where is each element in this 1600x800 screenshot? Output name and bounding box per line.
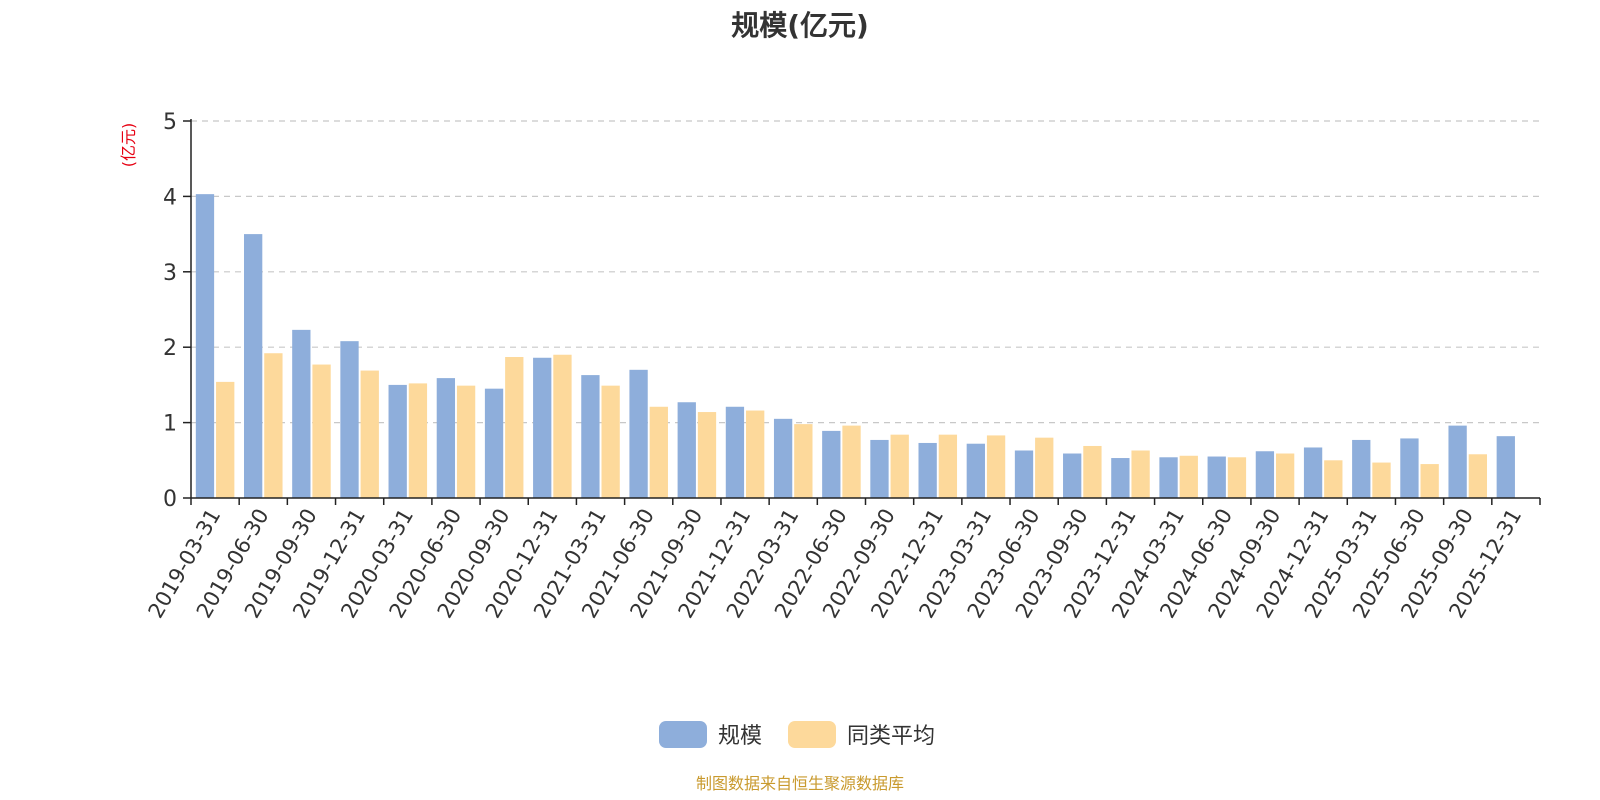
bar-scale-2021-03-31[interactable] xyxy=(581,375,600,498)
bar-scale-2023-12-31[interactable] xyxy=(1111,458,1130,498)
bar-peer-avg-2022-09-30[interactable] xyxy=(890,434,909,498)
bar-scale-2022-12-31[interactable] xyxy=(918,442,937,498)
bar-scale-2025-12-31[interactable] xyxy=(1496,436,1515,498)
y-axis-unit-label: (亿元) xyxy=(119,123,138,168)
bar-peer-avg-2023-12-31[interactable] xyxy=(1131,450,1150,498)
bar-peer-avg-2020-03-31[interactable] xyxy=(408,383,428,498)
legend: 规模 同类平均 xyxy=(659,721,935,749)
legend-swatch-scale[interactable] xyxy=(659,721,707,748)
bar-peer-avg-2023-09-30[interactable] xyxy=(1083,445,1102,498)
bar-peer-avg-2021-09-30[interactable] xyxy=(697,412,717,498)
y-tick-label-1: 1 xyxy=(163,412,177,437)
bar-scale-2020-09-30[interactable] xyxy=(484,388,504,498)
bar-peer-avg-2019-09-30[interactable] xyxy=(312,364,331,498)
bar-scale-2023-09-30[interactable] xyxy=(1063,453,1082,498)
axes xyxy=(183,119,1541,505)
bar-peer-avg-2022-06-30[interactable] xyxy=(842,425,861,498)
bar-peer-avg-2020-06-30[interactable] xyxy=(456,385,476,498)
bar-peer-avg-2022-12-31[interactable] xyxy=(938,434,958,498)
bar-scale-2022-03-31[interactable] xyxy=(773,418,793,498)
bar-peer-avg-2020-09-30[interactable] xyxy=(505,357,524,498)
bar-scale-2024-09-30[interactable] xyxy=(1255,451,1275,498)
bar-scale-2024-06-30[interactable] xyxy=(1207,456,1226,498)
bars xyxy=(195,194,1515,498)
bar-peer-avg-2019-06-30[interactable] xyxy=(264,353,283,498)
bar-peer-avg-2019-12-31[interactable] xyxy=(360,370,379,498)
legend-label-peer-avg: 同类平均 xyxy=(847,724,935,749)
y-tick-label-2: 2 xyxy=(163,336,177,361)
bar-scale-2023-03-31[interactable] xyxy=(966,443,985,498)
bar-peer-avg-2024-03-31[interactable] xyxy=(1179,455,1198,498)
y-tick-label-3: 3 xyxy=(163,261,177,286)
bar-scale-2020-12-31[interactable] xyxy=(533,357,552,498)
bar-peer-avg-2025-03-31[interactable] xyxy=(1372,462,1391,498)
bar-scale-2021-06-30[interactable] xyxy=(629,369,648,498)
bar-scale-2025-06-30[interactable] xyxy=(1400,438,1419,498)
bar-scale-2024-03-31[interactable] xyxy=(1159,457,1178,498)
bar-scale-2022-06-30[interactable] xyxy=(822,430,841,498)
bar-scale-2025-09-30[interactable] xyxy=(1448,425,1467,498)
bar-peer-avg-2021-12-31[interactable] xyxy=(746,410,765,498)
bar-peer-avg-2024-06-30[interactable] xyxy=(1227,457,1247,498)
bar-scale-2019-12-31[interactable] xyxy=(340,341,359,498)
bar-peer-avg-2023-06-30[interactable] xyxy=(1035,437,1054,498)
bar-peer-avg-2024-12-31[interactable] xyxy=(1324,460,1343,498)
bar-scale-2020-03-31[interactable] xyxy=(388,384,407,498)
source-note: 制图数据来自恒生聚源数据库 xyxy=(695,774,904,793)
bar-scale-2023-06-30[interactable] xyxy=(1014,450,1034,498)
bar-scale-2021-12-31[interactable] xyxy=(725,406,745,498)
bar-scale-2024-12-31[interactable] xyxy=(1303,447,1323,498)
bar-peer-avg-2023-03-31[interactable] xyxy=(986,435,1006,498)
chart-title: 规模(亿元) xyxy=(731,9,869,42)
bar-scale-2019-06-30[interactable] xyxy=(243,234,263,498)
bar-peer-avg-2021-03-31[interactable] xyxy=(601,385,620,498)
y-tick-label-0: 0 xyxy=(163,487,177,512)
grid-lines xyxy=(191,120,1540,424)
bar-scale-2021-09-30[interactable] xyxy=(677,402,696,498)
bar-peer-avg-2024-09-30[interactable] xyxy=(1275,453,1295,498)
bar-scale-2020-06-30[interactable] xyxy=(436,378,456,498)
bar-scale-2019-09-30[interactable] xyxy=(292,329,311,498)
bar-peer-avg-2025-09-30[interactable] xyxy=(1468,454,1488,498)
bar-peer-avg-2025-06-30[interactable] xyxy=(1420,464,1439,498)
bar-peer-avg-2019-03-31[interactable] xyxy=(216,381,235,498)
bar-peer-avg-2021-06-30[interactable] xyxy=(649,406,668,498)
legend-swatch-peer-avg[interactable] xyxy=(788,721,836,748)
legend-label-scale: 规模 xyxy=(718,724,762,749)
bar-scale-2022-09-30[interactable] xyxy=(870,439,889,498)
y-tick-label-5: 5 xyxy=(163,110,177,135)
y-tick-label-4: 4 xyxy=(163,185,177,210)
bar-scale-2019-03-31[interactable] xyxy=(195,194,215,498)
bar-peer-avg-2020-12-31[interactable] xyxy=(553,354,572,498)
bar-peer-avg-2022-03-31[interactable] xyxy=(794,424,813,498)
bar-scale-2025-03-31[interactable] xyxy=(1352,439,1371,498)
